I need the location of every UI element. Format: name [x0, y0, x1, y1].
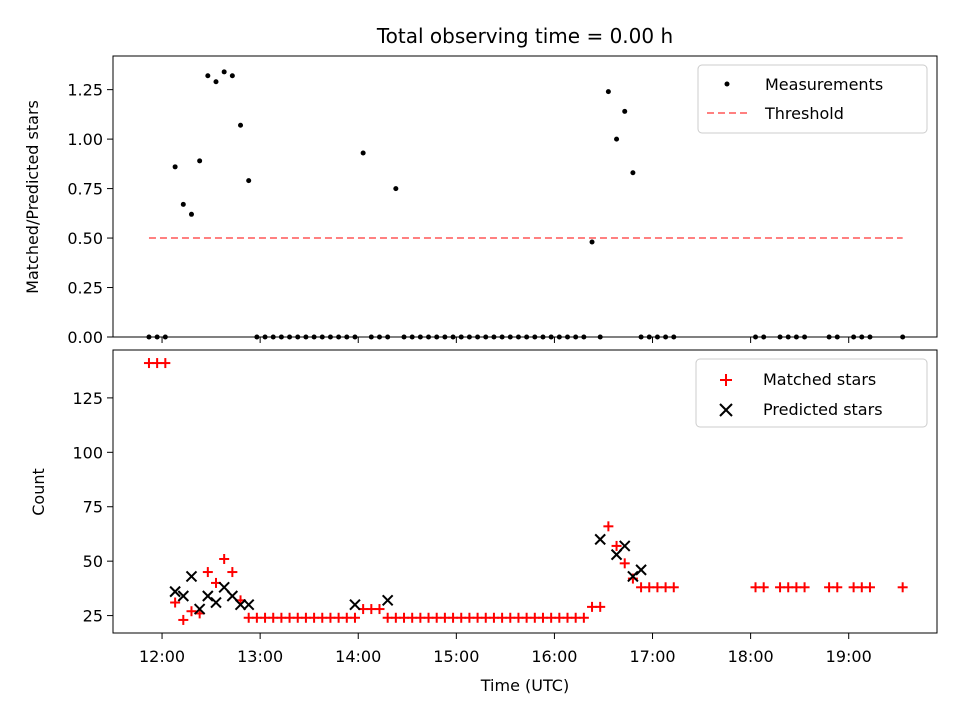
bottom-x-axis-label: Time (UTC): [480, 676, 569, 695]
top-plot-frame: [112, 55, 938, 338]
measurement-point: [188, 211, 194, 217]
matched-star-point: [758, 582, 769, 593]
y-tick-label: 100: [72, 443, 103, 462]
x-tick-label: 17:00: [629, 647, 675, 666]
predicted-star-point: [169, 585, 181, 598]
x-tick-label: 15:00: [433, 647, 479, 666]
matched-star-point: [619, 558, 630, 569]
y-tick-label: 0.75: [67, 180, 103, 199]
predicted-star-point: [635, 564, 647, 576]
predicted-star-point: [234, 598, 247, 611]
measurement-point: [213, 79, 219, 85]
measurement-point: [205, 73, 211, 79]
bottom-y-ticks: 25 50 75 100 125: [72, 389, 113, 626]
bottom-panel: Count Time (UTC) 25 50 75 100 125 12:00 13:00…: [29, 349, 938, 695]
x-tick-label: 16:00: [531, 647, 577, 666]
matched-star-point: [668, 582, 679, 593]
bottom-legend-box: [695, 358, 928, 428]
predicted-star-point: [381, 594, 394, 607]
predicted-star-point: [349, 598, 361, 611]
measurement-point: [622, 108, 628, 114]
predicted-star-point: [619, 540, 631, 552]
legend-matched-marker: [720, 374, 732, 386]
predicted-star-point: [594, 533, 606, 546]
y-tick-label: 75: [83, 498, 103, 517]
predicted-star-point: [210, 596, 222, 609]
measurement-point: [229, 73, 235, 79]
legend-predicted-label: Predicted stars: [763, 400, 883, 419]
y-tick-label: 0.00: [67, 328, 103, 347]
matched-star-point: [202, 567, 213, 578]
y-tick-label: 125: [72, 389, 103, 408]
predicted-star-point: [226, 590, 239, 602]
y-tick-label: 1.00: [67, 130, 103, 149]
measurement-point: [605, 89, 611, 95]
bottom-x-ticks: 12:00 13:00 14:00 15:00 16:00 17:00 18:00 19:00: [139, 633, 872, 666]
matched-star-point: [595, 601, 606, 612]
x-tick-label: 12:00: [139, 647, 185, 666]
matched-star-point: [178, 614, 189, 625]
matched-star-point: [170, 597, 181, 608]
matched-star-point: [603, 521, 614, 532]
measurement-point: [246, 178, 252, 184]
y-tick-label: 1.25: [67, 81, 103, 100]
matched-star-point: [227, 567, 238, 578]
bottom-legend: Matched stars Predicted stars: [695, 358, 928, 428]
measurement-point: [172, 164, 178, 170]
measurement-point: [393, 186, 399, 192]
predicted-star-point: [218, 581, 230, 593]
top-x-ticks: [161, 337, 850, 343]
matched-star-point: [186, 606, 197, 617]
top-y-ticks: 0.00 0.25 0.50 0.75 1.00 1.25: [67, 81, 113, 347]
top-legend-box: [697, 64, 928, 134]
matched-star-point: [897, 582, 908, 593]
bottom-plot-frame: [112, 349, 938, 634]
measurement-point: [614, 136, 620, 142]
predicted-star-point: [177, 590, 190, 602]
top-legend: Measurements Threshold: [697, 64, 928, 134]
matched-star-point: [799, 582, 810, 593]
predicted-star-point: [242, 598, 255, 611]
x-tick-label: 14:00: [335, 647, 381, 666]
measurement-point: [180, 201, 186, 207]
legend-predicted-marker: [719, 403, 733, 417]
legend-threshold-label: Threshold: [764, 104, 844, 123]
predicted-star-point: [627, 570, 639, 583]
y-tick-label: 0.50: [67, 229, 103, 248]
legend-measurements-label: Measurements: [765, 75, 883, 94]
predicted-star-point: [193, 603, 206, 615]
matched-star-point: [611, 540, 622, 551]
bottom-y-axis-label: Count: [29, 468, 48, 516]
legend-matched-label: Matched stars: [763, 370, 876, 389]
y-tick-label: 0.25: [67, 279, 103, 298]
predicted-star-point: [202, 590, 214, 602]
measurement-point: [221, 69, 227, 75]
matched-star-point: [864, 582, 875, 593]
y-tick-label: 50: [83, 552, 103, 571]
matched-star-point: [832, 582, 843, 593]
top-chart-title: Total observing time = 0.00 h: [376, 24, 673, 48]
measurement-point: [197, 158, 203, 164]
matched-star-point: [219, 553, 230, 564]
measurement-point: [360, 150, 366, 156]
x-tick-label: 18:00: [728, 647, 774, 666]
matched-star-point: [578, 612, 589, 623]
bottom-marks: [143, 358, 908, 625]
predicted-star-point: [185, 570, 198, 583]
y-tick-label: 25: [83, 607, 103, 626]
top-panel: Total observing time = 0.00 h Matched/Pr…: [23, 24, 938, 347]
legend-measurements-marker: [724, 81, 730, 87]
measurement-point: [589, 239, 595, 245]
measurement-point: [238, 122, 244, 128]
x-tick-label: 19:00: [826, 647, 872, 666]
measurement-point: [630, 170, 636, 176]
x-tick-label: 13:00: [237, 647, 283, 666]
matched-star-point: [349, 612, 360, 623]
matched-star-point: [160, 358, 171, 369]
top-y-axis-label: Matched/Predicted stars: [23, 100, 42, 294]
matched-star-point: [374, 604, 385, 615]
predicted-star-point: [610, 548, 623, 561]
